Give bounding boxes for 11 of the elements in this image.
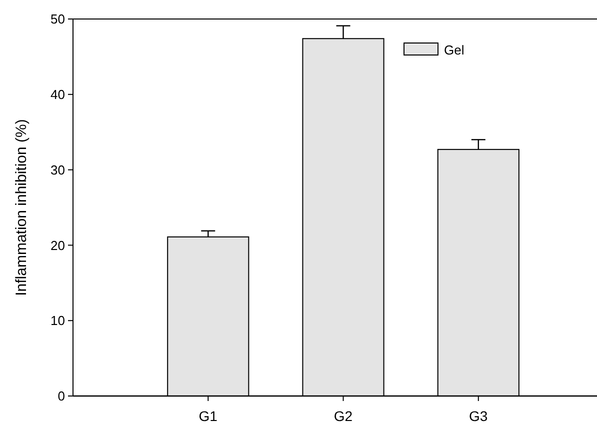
y-axis-title: Inflammation inhibition (%)	[13, 119, 30, 296]
x-tick-label: G3	[469, 408, 488, 424]
y-tick-label: 20	[50, 238, 65, 253]
y-tick-label: 40	[50, 86, 65, 102]
x-tick-label: G1	[198, 408, 218, 424]
y-tick-label: 0	[58, 388, 65, 404]
legend-label: Gel	[444, 42, 464, 58]
y-tick-label: 10	[50, 313, 65, 328]
x-tick-label: G2	[334, 408, 353, 424]
y-tick-label: 30	[50, 162, 65, 178]
y-tick-label: 50	[50, 12, 65, 27]
